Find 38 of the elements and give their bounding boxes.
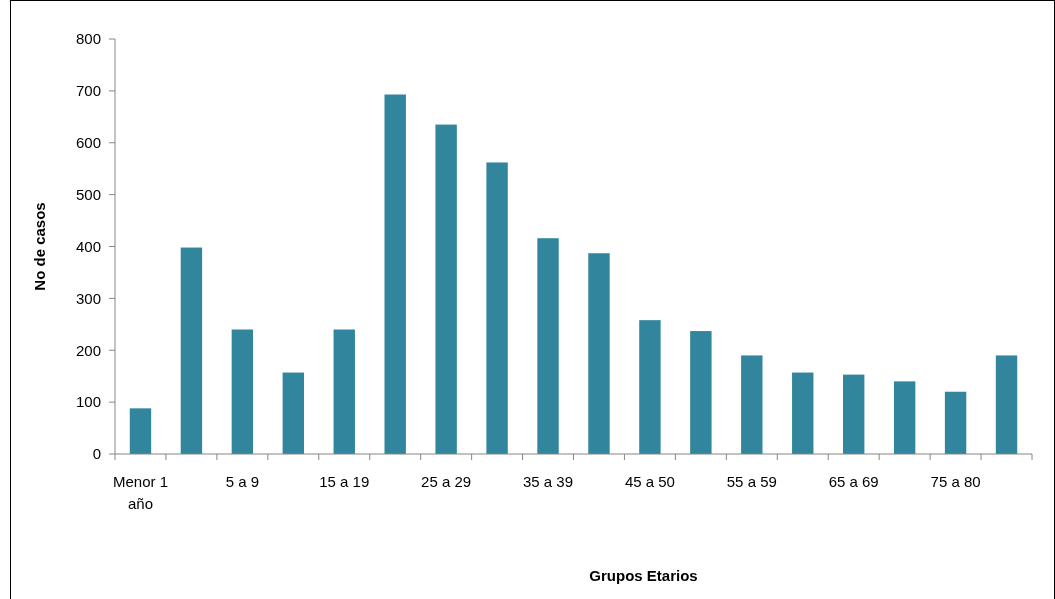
bar xyxy=(435,124,457,454)
y-tick-label: 200 xyxy=(75,341,101,359)
y-tick-label: 500 xyxy=(75,185,101,203)
bar xyxy=(843,374,865,454)
bar xyxy=(944,391,967,454)
x-tick-label: 65 a 69 xyxy=(828,473,879,490)
bar xyxy=(690,331,712,454)
bar xyxy=(180,247,203,454)
x-axis-title: Grupos Etarios xyxy=(589,567,698,584)
bar xyxy=(282,372,304,454)
x-tick-label: 75 a 80 xyxy=(930,473,981,490)
bar xyxy=(384,94,406,454)
bar xyxy=(639,320,661,454)
y-tick-label: 400 xyxy=(75,237,101,255)
y-tick-label: 0 xyxy=(92,445,101,463)
bar xyxy=(537,238,559,454)
bar xyxy=(893,381,916,454)
x-tick-label: Menor 1 año xyxy=(112,473,168,512)
y-axis-title: No de casos xyxy=(31,202,48,291)
y-tick-label: 300 xyxy=(75,289,101,307)
bar xyxy=(741,355,763,454)
bar xyxy=(231,329,254,454)
x-tick-label: 5 a 9 xyxy=(225,473,260,490)
bar xyxy=(333,329,355,454)
x-tick-label: 35 a 39 xyxy=(523,473,574,490)
bar xyxy=(995,355,1018,454)
y-tick-label: 800 xyxy=(75,30,101,48)
y-tick-label: 700 xyxy=(75,82,101,100)
bar xyxy=(129,408,152,454)
x-tick-label: 25 a 29 xyxy=(421,473,472,490)
bar xyxy=(792,372,814,454)
x-tick-label: 55 a 59 xyxy=(726,473,777,490)
bar xyxy=(486,162,508,454)
y-tick-label: 100 xyxy=(75,393,101,411)
x-tick-label: 15 a 19 xyxy=(319,473,370,490)
bar xyxy=(588,253,610,454)
x-tick-label: 45 a 50 xyxy=(624,473,675,490)
y-tick-label: 600 xyxy=(75,134,101,151)
